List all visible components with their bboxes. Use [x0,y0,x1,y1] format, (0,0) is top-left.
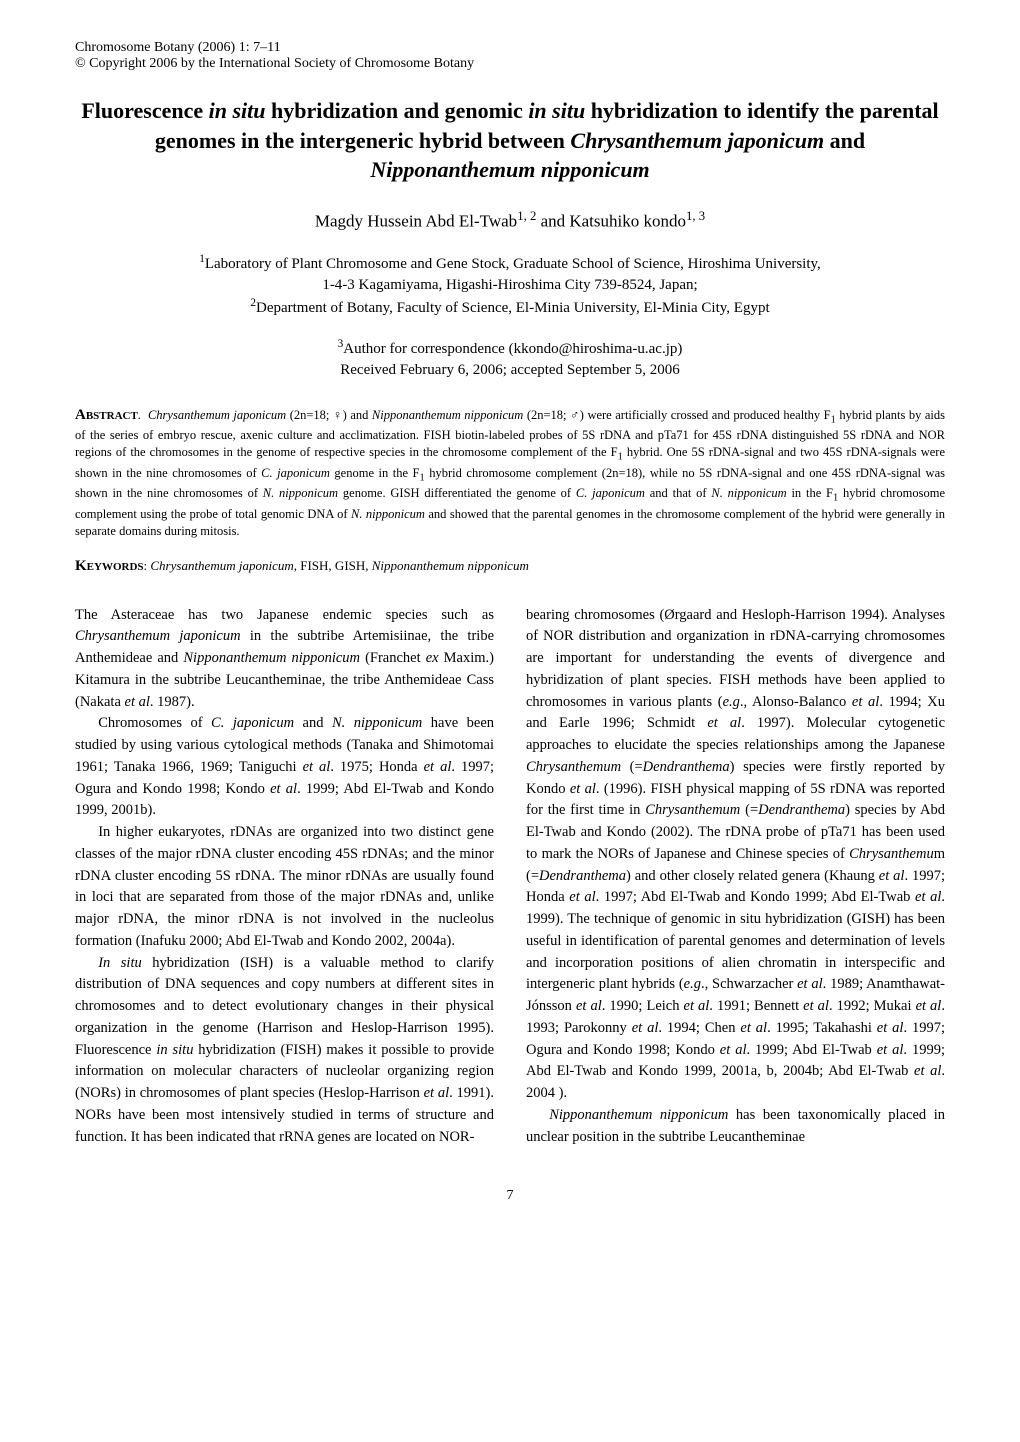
body-paragraph: bearing chromosomes (Ørgaard and Hesloph… [526,605,945,1105]
article-title: Fluorescence in situ hybridization and g… [75,96,945,185]
body-paragraph: Chromosomes of C. japonicum and N. nippo… [75,713,494,822]
body-paragraph: In situ hybridization (ISH) is a valuabl… [75,953,494,1149]
journal-header: Chromosome Botany (2006) 1: 7–11 © Copyr… [75,40,945,72]
body-paragraph: Nipponanthemum nipponicum has been taxon… [526,1105,945,1149]
keywords-text: : Chrysanthemum japonicum, FISH, GISH, N… [144,558,529,573]
body-column-right: bearing chromosomes (Ørgaard and Hesloph… [526,605,945,1149]
keywords: Keywords: Chrysanthemum japonicum, FISH,… [75,558,945,575]
copyright-line: © Copyright 2006 by the International So… [75,56,945,72]
body-paragraph: In higher eukaryotes, rDNAs are organize… [75,822,494,953]
keywords-label: Keywords [75,558,144,574]
body-column-left: The Asteraceae has two Japanese endemic … [75,605,494,1149]
journal-line: Chromosome Botany (2006) 1: 7–11 [75,40,945,56]
affiliations: 1Laboratory of Plant Chromosome and Gene… [75,252,945,319]
correspondence: 3Author for correspondence (kkondo@hiros… [75,337,945,381]
page-number: 7 [75,1188,945,1204]
authors: Magdy Hussein Abd El-Twab1, 2 and Katsuh… [75,209,945,232]
body-columns: The Asteraceae has two Japanese endemic … [75,605,945,1149]
abstract: Abstract. Chrysanthemum japonicum (2n=18… [75,405,945,540]
abstract-text: . Chrysanthemum japonicum (2n=18; ♀) and… [75,408,945,538]
abstract-label: Abstract [75,407,138,423]
body-paragraph: The Asteraceae has two Japanese endemic … [75,605,494,714]
